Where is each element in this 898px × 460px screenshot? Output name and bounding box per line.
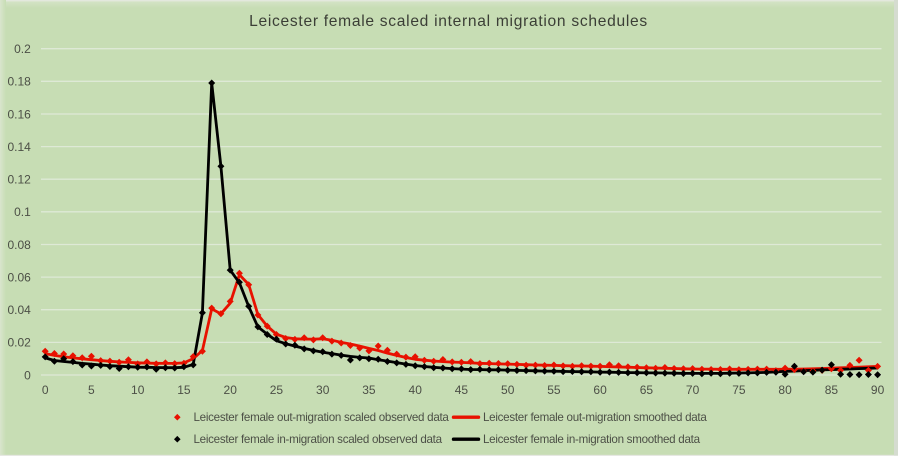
svg-text:80: 80 [778, 383, 792, 397]
svg-text:25: 25 [270, 383, 284, 397]
svg-text:Leicester female in-migration: Leicester female in-migration smoothed d… [483, 433, 701, 446]
svg-text:15: 15 [177, 383, 191, 397]
svg-text:70: 70 [686, 383, 700, 397]
svg-text:0.16: 0.16 [7, 107, 31, 121]
svg-text:85: 85 [825, 383, 839, 397]
svg-text:0: 0 [24, 368, 31, 382]
svg-text:5: 5 [88, 383, 95, 397]
svg-text:Leicester female in-migration: Leicester female in-migration scaled obs… [194, 433, 443, 446]
svg-text:0.04: 0.04 [7, 303, 31, 317]
svg-text:55: 55 [547, 383, 561, 397]
svg-text:20: 20 [224, 383, 238, 397]
svg-text:0.2: 0.2 [14, 42, 31, 56]
svg-text:0.12: 0.12 [7, 173, 31, 187]
svg-text:Leicester female scaled intern: Leicester female scaled internal migrati… [249, 13, 648, 30]
svg-text:Leicester female out-migration: Leicester female out-migration scaled ob… [194, 411, 450, 424]
svg-text:40: 40 [409, 383, 423, 397]
svg-text:60: 60 [593, 383, 607, 397]
svg-text:0.08: 0.08 [7, 238, 31, 252]
svg-text:75: 75 [732, 383, 746, 397]
svg-text:0: 0 [42, 383, 49, 397]
svg-text:45: 45 [455, 383, 469, 397]
svg-text:Leicester female out-migration: Leicester female out-migration smoothed … [483, 411, 707, 424]
svg-text:10: 10 [131, 383, 145, 397]
svg-text:30: 30 [316, 383, 330, 397]
svg-text:0.18: 0.18 [7, 75, 31, 89]
svg-text:65: 65 [640, 383, 654, 397]
svg-text:0.14: 0.14 [7, 140, 31, 154]
svg-text:0.06: 0.06 [7, 270, 31, 284]
svg-text:0.02: 0.02 [7, 336, 31, 350]
svg-text:90: 90 [871, 383, 885, 397]
svg-text:0.1: 0.1 [14, 205, 31, 219]
svg-text:50: 50 [501, 383, 515, 397]
svg-text:35: 35 [362, 383, 376, 397]
